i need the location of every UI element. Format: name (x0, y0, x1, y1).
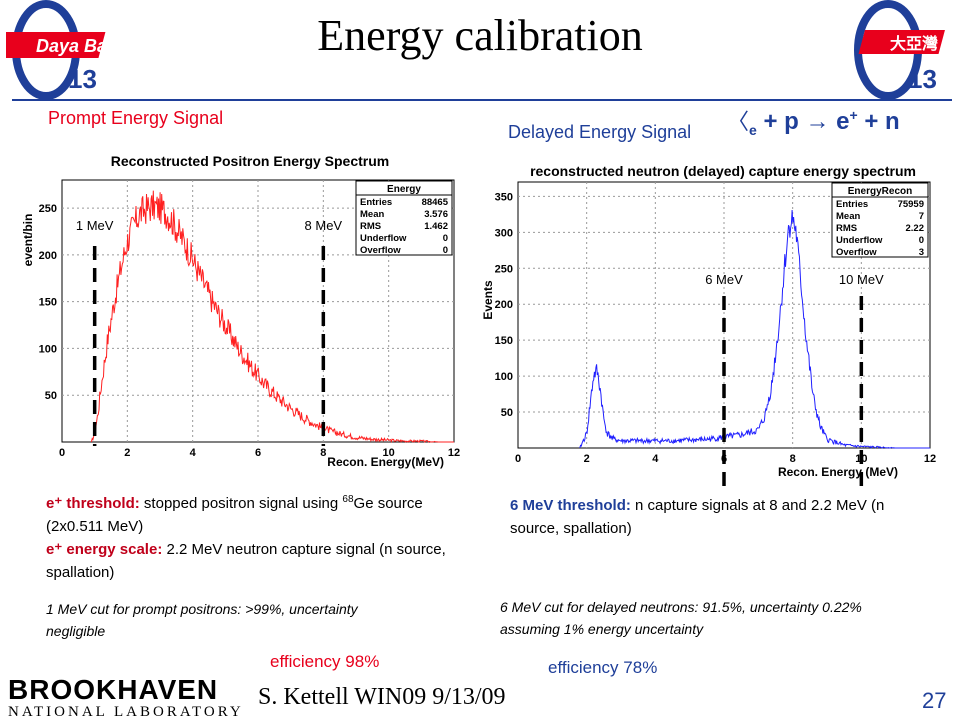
stats-value: 1.462 (424, 221, 448, 232)
logo-text: Daya Bay (36, 36, 118, 56)
delayed-label: Delayed Energy Signal (508, 122, 692, 142)
stats-box (831, 182, 929, 258)
y-tick-label: 250 (39, 203, 57, 215)
daya-bay-logo-right: 大亞灣 13 (828, 0, 958, 100)
stats-key: Entries (360, 197, 392, 208)
cut-label: 6 MeV (705, 272, 743, 287)
prompt-notes: e⁺ threshold: stopped positron signal us… (46, 494, 446, 581)
delayed-notes: 6 MeV threshold: n capture signals at 8 … (510, 497, 885, 537)
x-tick-label: 0 (515, 453, 521, 465)
y-tick-label: 100 (495, 371, 513, 383)
reaction-formula: 〈e + p → e+ + n (727, 107, 900, 138)
y-tick-label: 250 (495, 263, 513, 275)
stats-value: 3.576 (424, 209, 448, 220)
x-tick-label: 10 (383, 447, 395, 459)
stats-value: 3 (919, 247, 924, 258)
cut-label: 10 MeV (839, 272, 884, 287)
svg-text:13: 13 (68, 64, 97, 94)
delayed-efficiency: efficiency 78% (548, 658, 658, 677)
title-divider (12, 99, 952, 101)
stats-value: 0 (443, 245, 448, 256)
x-tick-label: 4 (190, 447, 197, 459)
cut-label: 1 MeV (76, 218, 114, 233)
histogram-series (579, 209, 930, 449)
stats-header: Energy (387, 184, 421, 195)
x-axis-label: Recon. Energy(MeV) (327, 455, 444, 469)
stats-key: Entries (836, 199, 868, 210)
y-tick-label: 200 (39, 250, 57, 262)
x-axis-label: Recon. Energy (MeV) (778, 465, 898, 479)
x-tick-label: 2 (124, 447, 130, 459)
logo-text: 大亞灣 (890, 34, 938, 53)
y-tick-label: 100 (39, 343, 57, 355)
chart-title: reconstructed neutron (delayed) capture … (530, 163, 916, 179)
x-tick-label: 12 (448, 447, 460, 459)
neutron-spectrum-chart: reconstructed neutron (delayed) capture … (481, 163, 936, 486)
stats-key: RMS (360, 221, 381, 232)
cut-label: 8 MeV (305, 218, 343, 233)
stats-key: Overflow (836, 247, 877, 258)
stats-value: 2.22 (906, 223, 925, 234)
stats-key: Underflow (360, 233, 407, 244)
y-axis-label: Events (481, 280, 495, 320)
prompt-efficiency: efficiency 98% (270, 652, 380, 671)
stats-key: Mean (836, 211, 860, 222)
y-tick-label: 150 (495, 335, 513, 347)
page-number: 27 (922, 688, 947, 713)
y-tick-label: 300 (495, 227, 513, 239)
x-tick-label: 0 (59, 447, 65, 459)
x-tick-label: 8 (790, 453, 796, 465)
x-tick-label: 6 (255, 447, 261, 459)
y-axis-label: event/bin (21, 214, 35, 267)
chart-title: Reconstructed Positron Energy Spectrum (111, 153, 390, 169)
x-tick-label: 4 (652, 453, 659, 465)
x-tick-label: 2 (584, 453, 590, 465)
stats-value: 88465 (422, 197, 449, 208)
daya-bay-logo-left: Daya Bay 13 (0, 0, 136, 100)
y-tick-label: 150 (39, 297, 57, 309)
histogram-series (90, 190, 454, 444)
brookhaven-logo: BROOKHAVEN NATIONAL LABORATORY (8, 674, 244, 720)
presenter-footer: S. Kettell WIN09 9/13/09 (258, 684, 506, 710)
y-tick-label: 200 (495, 299, 513, 311)
stats-key: Mean (360, 209, 384, 220)
stats-value: 7 (919, 211, 924, 222)
prompt-label: Prompt Energy Signal (48, 108, 224, 128)
stats-header: EnergyRecon (848, 186, 912, 197)
stats-value: 0 (443, 233, 448, 244)
positron-spectrum-chart: Reconstructed Positron Energy Spectrum R… (21, 153, 460, 469)
slide-title: Energy calibration (317, 11, 643, 60)
prompt-cut-note: 1 MeV cut for prompt positrons: >99%, un… (46, 601, 358, 639)
stats-key: RMS (836, 223, 857, 234)
svg-text:13: 13 (908, 64, 937, 94)
stats-box (355, 180, 453, 256)
y-tick-label: 50 (501, 407, 513, 419)
x-tick-label: 8 (320, 447, 326, 459)
delayed-cut-note: 6 MeV cut for delayed neutrons: 91.5%, u… (500, 599, 862, 637)
stats-key: Overflow (360, 245, 401, 256)
y-tick-label: 50 (45, 390, 57, 402)
x-tick-label: 12 (924, 453, 936, 465)
stats-value: 0 (919, 235, 924, 246)
stats-key: Underflow (836, 235, 883, 246)
stats-value: 75959 (898, 199, 924, 210)
y-tick-label: 350 (495, 191, 513, 203)
